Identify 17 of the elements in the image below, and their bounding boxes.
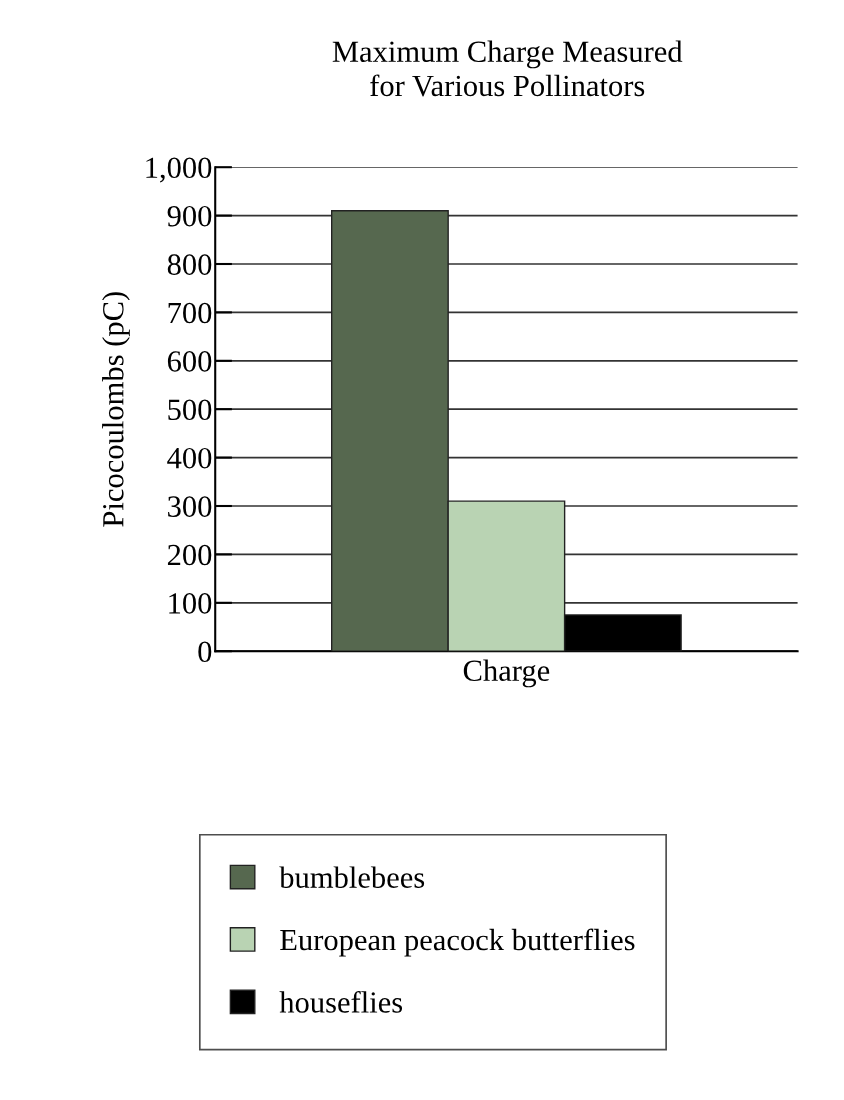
y-tick-label: 500 <box>168 399 212 421</box>
y-tick-label: 800 <box>167 254 212 275</box>
y-tick-label: 0 <box>198 641 212 663</box>
x-axis-title: Charge <box>463 659 550 688</box>
y-tick-label: 400 <box>167 447 212 469</box>
y-tick-label: 100 <box>169 593 212 614</box>
y-tick-label: 300 <box>168 496 212 517</box>
y-tick-label: 1,000 <box>146 157 212 183</box>
y-axis-title: Picocoulombs (pC) <box>102 292 130 527</box>
chart-title: Maximum Charge Measured for Various Pollinators <box>332 40 683 97</box>
y-tick-label: 600 <box>167 351 212 372</box>
y-tick-label: 200 <box>167 544 212 566</box>
y-tick-label: 700 <box>168 302 212 324</box>
legend-label: bumblebees <box>279 866 425 888</box>
legend-label: houseflies <box>279 990 403 1013</box>
legend-label: European peacock butterflies <box>280 928 635 957</box>
y-tick-label: 900 <box>167 205 212 227</box>
